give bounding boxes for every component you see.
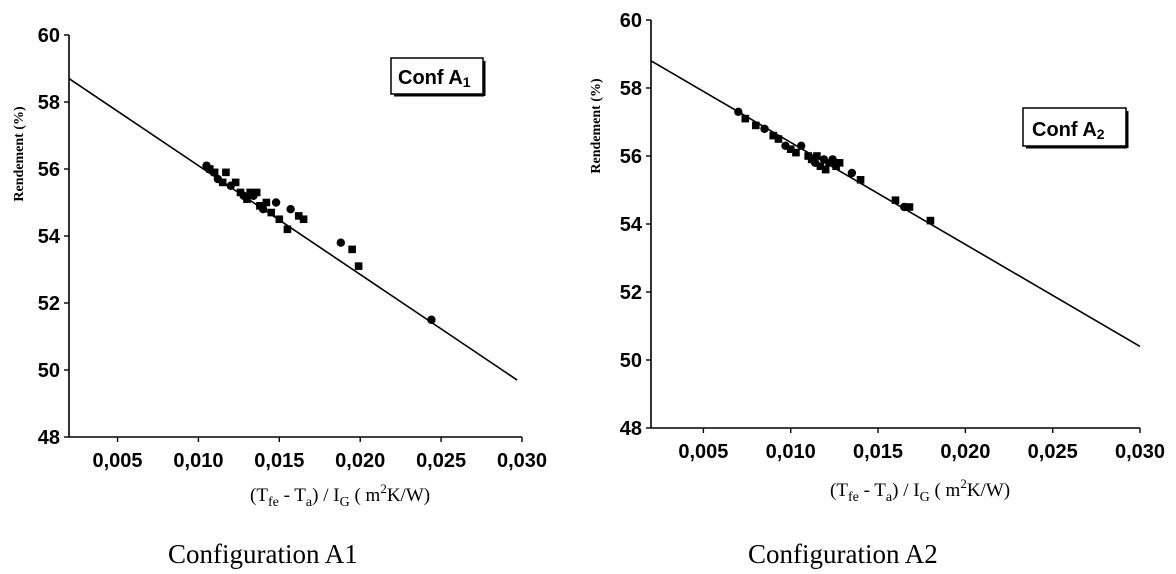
chart-a2-y-tick-label: 56 <box>620 146 642 168</box>
svg-text:Conf A1: Conf A1 <box>398 67 471 90</box>
chart-a2-x-tick-label: 0,010 <box>766 441 816 463</box>
chart-a1-data-point <box>267 208 276 217</box>
chart-a2-x-axis-label: (Tfe - Ta) / IG ( m2K/W) <box>830 476 1010 505</box>
chart-a1-data-point <box>271 198 281 207</box>
chart-a2-x-tick-label: 0,020 <box>940 441 990 463</box>
chart-a2-data-point <box>821 165 830 174</box>
chart-a1-legend-box: Conf A1 <box>390 57 486 97</box>
chart-a1-data-point <box>354 262 363 270</box>
chart-a1-y-tick-label: 56 <box>38 159 60 181</box>
chart-a2-x-tick-label: 0,015 <box>853 441 903 463</box>
chart-a1-x-tick-label: 0,025 <box>416 450 466 472</box>
chart-a2-data-point <box>807 155 816 164</box>
chart-a2-data-point <box>792 148 800 157</box>
chart-a1-y-tick-label: 58 <box>38 92 60 114</box>
chart-a2-axes <box>646 19 1141 433</box>
chart-a1-data-point <box>231 178 240 187</box>
chart-a2-data-point <box>774 135 783 143</box>
chart-a2-x-tick-label: 0,005 <box>678 441 728 463</box>
chart-a2-data-point <box>786 145 795 153</box>
chart-a1: 48 50 52 54 56 58 60 0,005 0,010 0,015 0,020 0,025… <box>12 25 547 569</box>
chart-a2-data-point <box>751 121 760 130</box>
chart-a1-data-point <box>336 238 345 247</box>
chart-a2: 48 50 52 54 56 58 60 0,005 0,010 0,015 0,020 0,025… <box>589 10 1165 569</box>
chart-a1-data-point <box>252 188 261 197</box>
chart-a1-x-tick-label: 0,010 <box>173 450 223 472</box>
chart-a1-data-point <box>210 168 219 177</box>
chart-a2-data-point <box>769 131 778 140</box>
chart-a2-data-point <box>847 168 857 178</box>
chart-a1-points <box>202 161 436 324</box>
chart-a2-y-tick-label: 58 <box>620 78 642 100</box>
chart-a2-data-point <box>835 159 844 167</box>
chart-a2-data-point <box>856 176 865 184</box>
chart-a2-data-point <box>816 162 825 170</box>
chart-a2-data-point <box>760 124 769 133</box>
chart-a2-x-tick-labels: 0,005 0,010 0,015 0,020 0,025 0,030 <box>678 441 1165 463</box>
chart-a2-data-point <box>813 152 821 160</box>
chart-a1-x-tick-label: 0,005 <box>93 450 143 472</box>
chart-a1-x-axis-label: (Tfe - Ta) / IG ( m2K/W) <box>250 481 430 510</box>
chart-a1-x-tick-label: 0,020 <box>335 450 385 472</box>
chart-a1-data-point <box>236 188 245 197</box>
chart-a1-data-point <box>256 202 264 210</box>
chart-a2-data-point <box>828 155 837 164</box>
chart-a1-caption: Configuration A1 <box>168 539 358 569</box>
chart-a2-data-point <box>734 107 743 117</box>
chart-a1-axes <box>64 34 523 442</box>
chart-a1-data-point <box>283 225 292 234</box>
chart-a2-points <box>734 107 935 225</box>
chart-a1-y-tick-label: 48 <box>38 427 60 449</box>
chart-a1-data-point <box>246 188 254 197</box>
chart-a2-data-point <box>741 114 750 123</box>
chart-a2-y-tick-label: 50 <box>620 350 642 372</box>
chart-a2-data-point <box>891 196 900 204</box>
chart-a1-data-point <box>258 205 268 214</box>
chart-a1-data-point <box>348 245 356 254</box>
chart-a1-y-tick-label: 54 <box>38 226 61 248</box>
chart-a1-fit-line <box>68 77 518 381</box>
chart-a2-data-point <box>905 203 914 211</box>
chart-a2-x-tick-label: 0,025 <box>1028 441 1078 463</box>
chart-a2-data-point <box>926 216 935 225</box>
chart-a1-data-point <box>262 198 271 207</box>
chart-a2-y-tick-label: 52 <box>620 282 642 304</box>
chart-a1-data-point <box>222 168 230 177</box>
chart-a2-y-tick-labels: 48 50 52 54 56 58 60 <box>620 10 643 440</box>
chart-a1-y-tick-label: 60 <box>38 25 60 47</box>
chart-a2-y-tick-label: 54 <box>620 214 643 236</box>
chart-a1-data-point <box>299 215 308 224</box>
chart-a2-y-tick-label: 48 <box>620 418 642 440</box>
chart-a2-data-point <box>796 141 806 150</box>
chart-a2-y-tick-label: 60 <box>620 10 642 32</box>
svg-text:Conf A2: Conf A2 <box>1032 119 1105 142</box>
chart-a2-data-point <box>825 159 833 167</box>
chart-a1-y-axis-label: Rendement (%) <box>12 106 27 202</box>
chart-a1-data-point <box>218 178 227 187</box>
chart-a1-data-point <box>286 205 295 214</box>
chart-a1-x-tick-label: 0,030 <box>497 450 547 472</box>
chart-a2-y-axis-label: Rendement (%) <box>589 78 604 174</box>
chart-a2-x-tick-label: 0,030 <box>1115 441 1165 463</box>
chart-a1-data-point <box>205 165 214 173</box>
chart-a1-data-point <box>275 215 284 224</box>
chart-a1-y-tick-label: 52 <box>38 293 60 315</box>
chart-a1-y-tick-label: 50 <box>38 360 60 382</box>
chart-a1-data-point <box>294 212 303 220</box>
chart-a1-data-point <box>427 315 436 324</box>
chart-a1-x-tick-label: 0,015 <box>254 450 304 472</box>
chart-a2-legend-box: Conf A2 <box>1022 107 1129 149</box>
chart-a1-x-tick-labels: 0,005 0,010 0,015 0,020 0,025 0,030 <box>93 450 548 472</box>
chart-a1-data-point <box>243 195 251 203</box>
chart-a2-caption: Configuration A2 <box>748 539 938 569</box>
chart-a1-y-tick-labels: 48 50 52 54 56 58 60 <box>38 25 61 449</box>
